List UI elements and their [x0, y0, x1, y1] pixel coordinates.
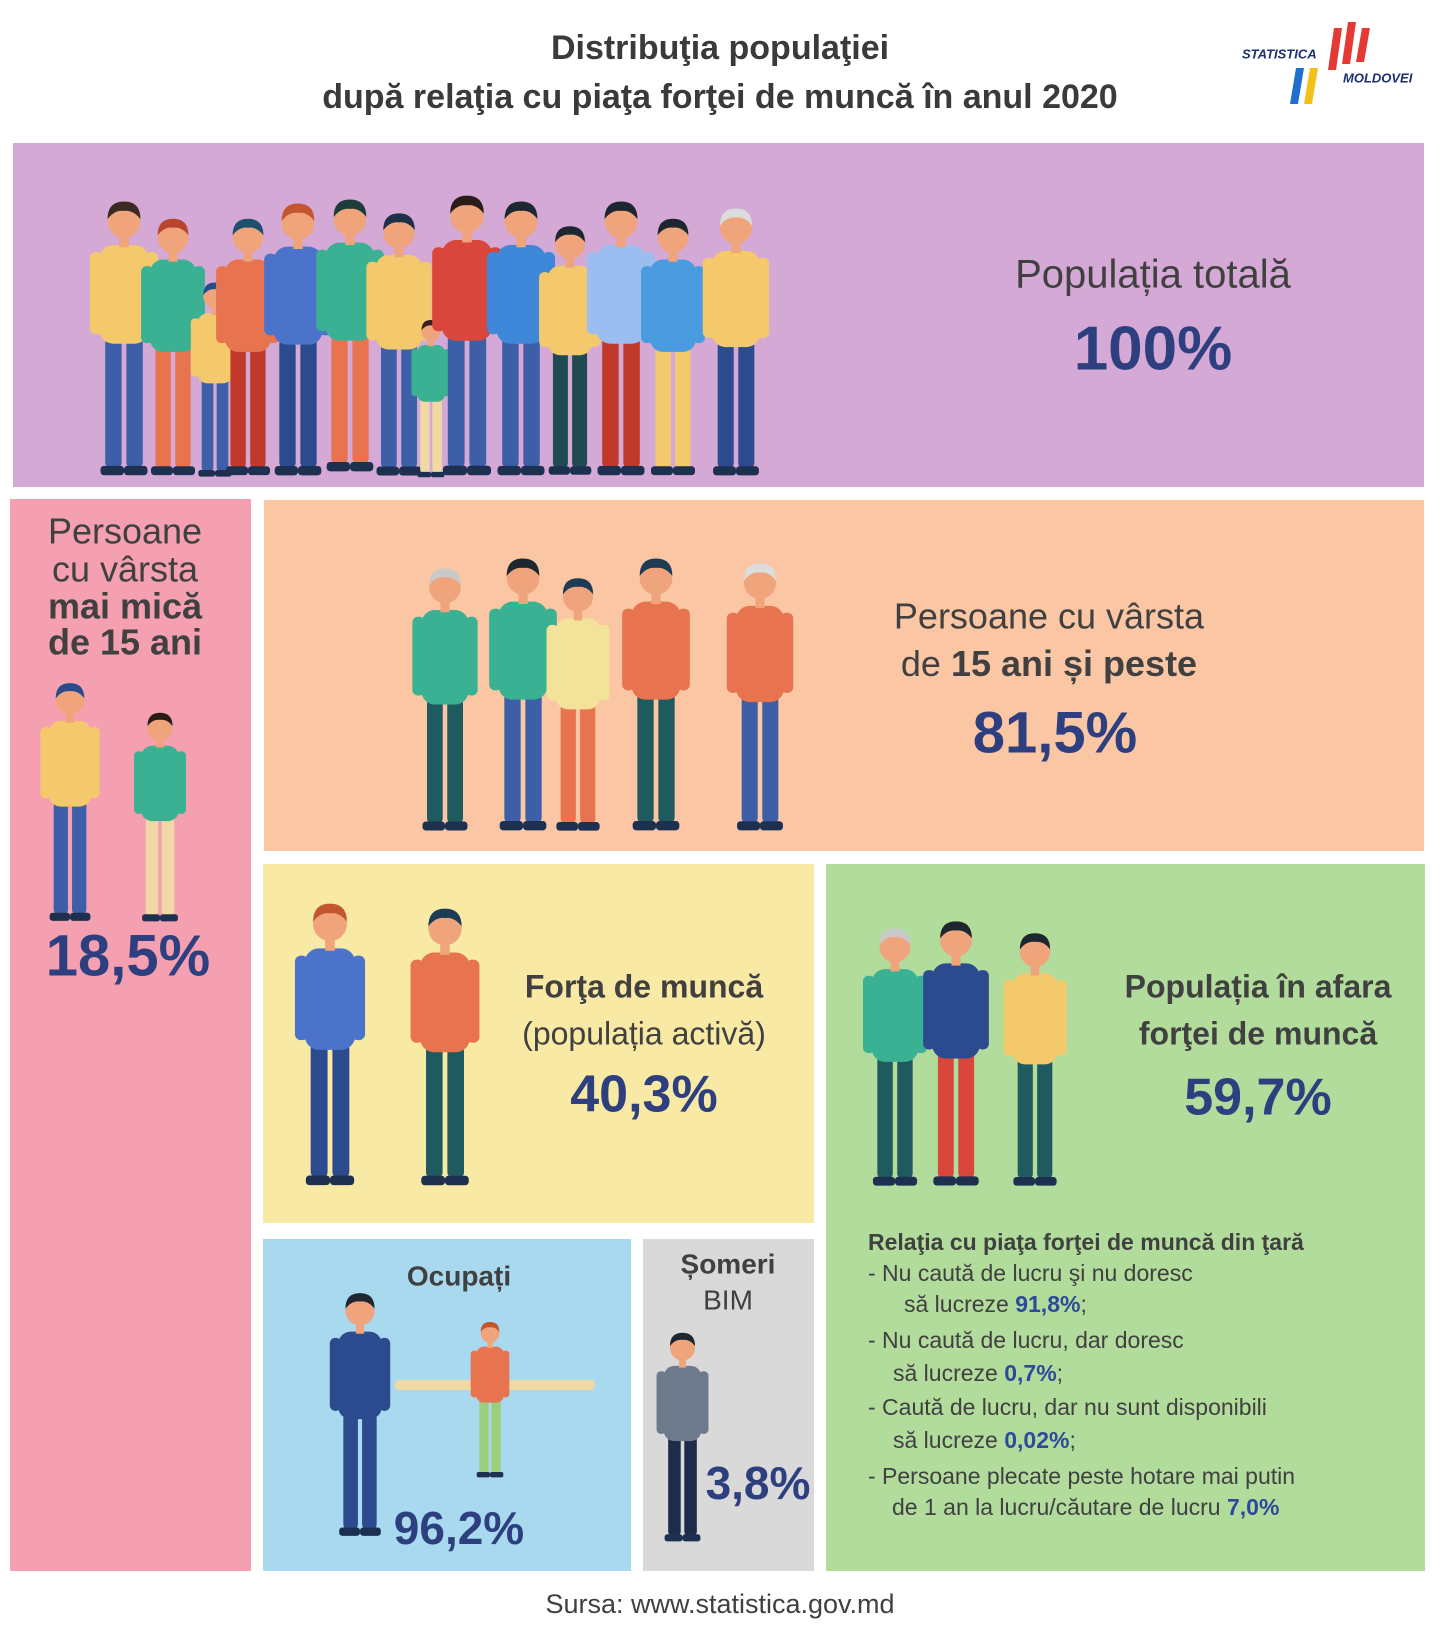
under15-label: cu vârsta: [52, 549, 199, 590]
panel-under15: [10, 499, 251, 1571]
inactive-label: Populația în afara: [1125, 968, 1392, 1004]
list-text: să lucreze: [893, 1427, 998, 1453]
labour-sublabel: (populația activă): [522, 1015, 766, 1051]
over15-value: 81,5%: [973, 700, 1137, 765]
list-line: - Caută de lucru, dar nu sunt disponibil…: [868, 1394, 1267, 1420]
inactive-label: forţei de muncă: [1139, 1015, 1377, 1051]
over15-label-bold: 15 ani și peste: [951, 643, 1197, 684]
over15-label: de 15 ani și peste: [901, 643, 1197, 684]
list-value: 0,02%: [1004, 1427, 1069, 1453]
employed-value: 96,2%: [394, 1502, 524, 1554]
list-value: 7,0%: [1227, 1494, 1279, 1520]
list-end: ;: [1080, 1291, 1086, 1317]
list-line: să lucreze 91,8%;: [904, 1291, 1087, 1317]
total-value: 100%: [1074, 314, 1233, 383]
under15-label: Persoane: [48, 511, 202, 552]
employed-label: Ocupați: [407, 1260, 511, 1291]
over15-label-part: de: [901, 643, 941, 684]
labour-label: Forţa de muncă: [525, 968, 763, 1004]
list-line: - Nu caută de lucru, dar doresc: [868, 1327, 1184, 1353]
list-text: de 1 an la lucru/căutare de lucru: [892, 1494, 1221, 1520]
under15-label: de 15 ani: [48, 622, 202, 663]
logo: STATISTICA MOLDOVEI: [1242, 22, 1413, 104]
logo-text: STATISTICA: [1242, 46, 1317, 61]
list-value: 91,8%: [1015, 1291, 1080, 1317]
list-text: să lucreze: [904, 1291, 1009, 1317]
list-line: să lucreze 0,7%;: [893, 1360, 1063, 1386]
title-line: după relaţia cu piaţa forţei de muncă în…: [322, 78, 1117, 116]
labour-value: 40,3%: [570, 1066, 717, 1124]
inactive-value: 59,7%: [1184, 1069, 1331, 1127]
unemployed-value: 3,8%: [706, 1457, 811, 1509]
panel-labour: [263, 864, 814, 1223]
logo-text: MOLDOVEI: [1343, 70, 1413, 85]
list-line: - Nu caută de lucru şi nu doresc: [868, 1260, 1193, 1286]
list-line: - Persoane plecate peste hotare mai puti…: [868, 1463, 1295, 1489]
list-end: ;: [1057, 1360, 1063, 1386]
unemployed-label: BIM: [703, 1284, 753, 1315]
under15-value: 18,5%: [46, 923, 210, 988]
unemployed-label: Șomeri: [681, 1248, 776, 1279]
list-line: să lucreze 0,02%;: [893, 1427, 1076, 1453]
title-line: Distribuţia populaţiei: [551, 29, 889, 67]
over15-label: Persoane cu vârsta: [894, 596, 1205, 637]
list-end: ;: [1069, 1427, 1075, 1453]
list-line: de 1 an la lucru/căutare de lucru 7,0%: [892, 1494, 1279, 1520]
under15-label: mai mică: [48, 586, 203, 627]
panel-employed: [263, 1239, 631, 1571]
people-illustration: [40, 558, 1067, 1542]
list-title: Relaţia cu piaţa forţei de muncă din ţar…: [868, 1229, 1304, 1255]
list-value: 0,7%: [1004, 1360, 1056, 1386]
total-label: Populația totală: [1015, 253, 1292, 297]
source: Sursa: www.statistica.gov.md: [545, 1589, 894, 1619]
list-text: să lucreze: [893, 1360, 998, 1386]
